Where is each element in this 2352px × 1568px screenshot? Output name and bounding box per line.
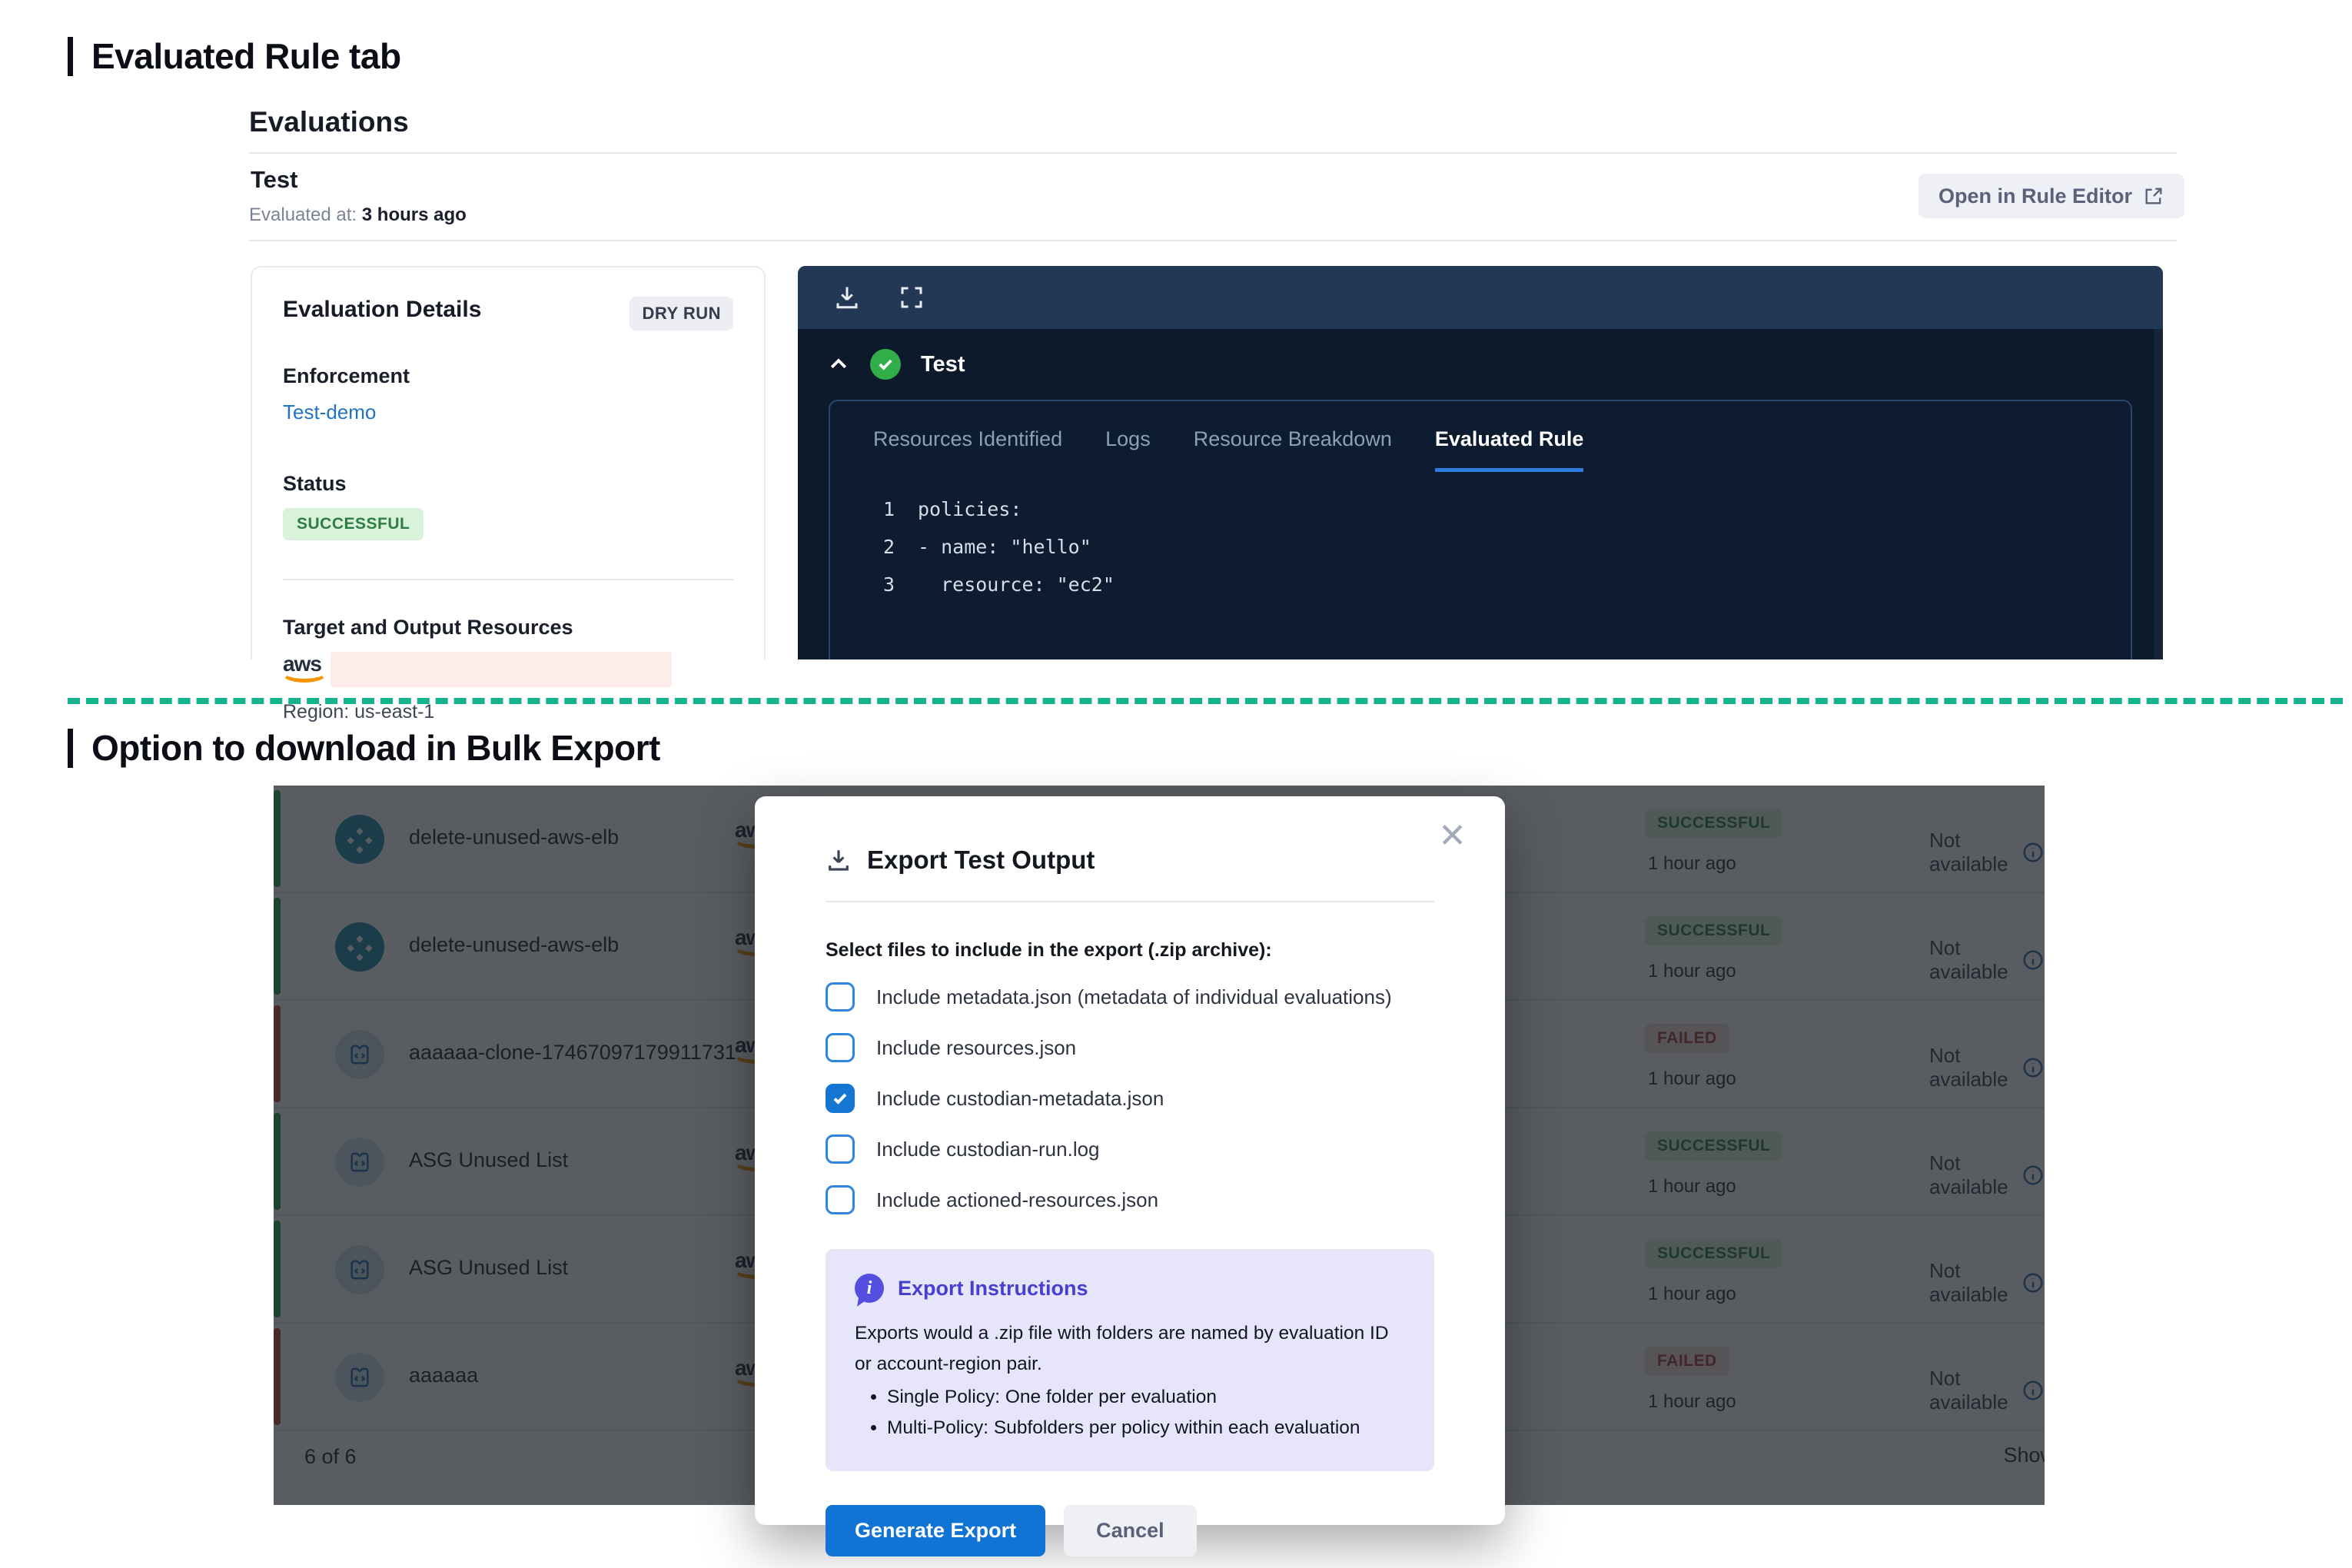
checkbox-label: Include custodian-run.log: [876, 1137, 1100, 1161]
fullscreen-icon[interactable]: [898, 284, 925, 311]
section-divider-dashed: [68, 698, 2343, 704]
divider: [826, 901, 1434, 902]
checkbox-include-metadata-json[interactable]: Include metadata.json (metadata of indiv…: [826, 982, 1434, 1012]
viewer-tabs-card: Resources Identified Logs Resource Break…: [829, 400, 2132, 659]
checkbox-label: Include custodian-metadata.json: [876, 1086, 1164, 1110]
select-files-label: Select files to include in the export (.…: [826, 939, 1272, 961]
checkbox[interactable]: [826, 1084, 855, 1113]
line-number: 3: [882, 573, 895, 596]
evaluation-viewer-panel: Test Resources Identified Logs Resource …: [798, 266, 2163, 659]
generate-export-button[interactable]: Generate Export: [826, 1504, 1046, 1556]
close-icon[interactable]: ✕: [1438, 817, 1467, 855]
download-icon[interactable]: [833, 284, 861, 311]
info-bubble-icon: i: [855, 1274, 884, 1303]
instructions-bullets: Single Policy: One folder per evaluation…: [855, 1382, 1405, 1443]
success-check-icon: [870, 349, 901, 380]
checkbox-label: Include actioned-resources.json: [876, 1188, 1159, 1211]
checkbox-include-custodian-metadata-json[interactable]: Include custodian-metadata.json: [826, 1083, 1434, 1114]
dry-run-badge: DRY RUN: [630, 297, 733, 331]
target-resources-label: Target and Output Resources: [283, 616, 573, 639]
viewer-toolbar: [798, 266, 2163, 329]
line-text: policies:: [918, 498, 1022, 520]
open-in-rule-editor-button[interactable]: Open in Rule Editor: [1918, 174, 2185, 218]
evaluated-at: Evaluated at: 3 hours ago: [249, 204, 467, 226]
enforcement-label: Enforcement: [283, 364, 410, 387]
line-number: 2: [882, 536, 895, 558]
open-in-rule-editor-label: Open in Rule Editor: [1938, 184, 2133, 208]
modal-title: Export Test Output: [867, 845, 1095, 874]
checkbox-include-custodian-run-log[interactable]: Include custodian-run.log: [826, 1134, 1434, 1164]
export-instructions-callout: i Export Instructions Exports would a .z…: [826, 1249, 1434, 1471]
code-line: 2 - name: "hello": [875, 528, 2131, 566]
export-test-output-modal: ✕ Export Test Output Select files to inc…: [755, 796, 1505, 1556]
details-card-title: Evaluation Details: [283, 297, 482, 322]
divider: [249, 152, 2177, 154]
code-line: 1 policies:: [875, 490, 2131, 528]
instructions-bullet: Multi-Policy: Subfolders per policy with…: [887, 1413, 1405, 1443]
checkbox-include-resources-json[interactable]: Include resources.json: [826, 1032, 1434, 1063]
checkbox[interactable]: [826, 982, 855, 1012]
evaluated-at-label: Evaluated at:: [249, 204, 357, 225]
checkbox[interactable]: [826, 1134, 855, 1164]
section-title-bulk-export: Option to download in Bulk Export: [68, 729, 660, 768]
divider: [249, 240, 2177, 241]
evaluation-name: Test: [251, 166, 298, 193]
redacted-resource-name: [330, 652, 672, 687]
viewer-tabs: Resources Identified Logs Resource Break…: [830, 401, 2131, 472]
tab-resources-identified[interactable]: Resources Identified: [873, 427, 1063, 450]
tab-logs[interactable]: Logs: [1105, 427, 1151, 450]
external-link-icon: [2145, 188, 2162, 204]
download-icon: [829, 850, 849, 871]
evaluations-header: Evaluations: [249, 106, 409, 138]
chevron-up-icon[interactable]: [827, 353, 850, 376]
instructions-title: Export Instructions: [898, 1276, 1088, 1300]
viewer-evaluation-title: Test: [921, 351, 965, 377]
instructions-body: Exports would a .zip file with folders a…: [855, 1323, 1389, 1374]
export-file-options: Include metadata.json (metadata of indiv…: [826, 982, 1434, 1215]
divider: [283, 579, 733, 580]
line-text: - name: "hello": [918, 536, 1091, 558]
code-editor[interactable]: 1 policies: 2 - name: "hello" 3 resource…: [830, 490, 2131, 603]
tab-resource-breakdown[interactable]: Resource Breakdown: [1193, 427, 1392, 450]
line-number: 1: [882, 498, 895, 520]
enforcement-link[interactable]: Test-demo: [283, 400, 377, 424]
region-text: Region: us-east-1: [283, 701, 435, 723]
checkbox-label: Include metadata.json (metadata of indiv…: [876, 985, 1392, 1008]
scrollbar[interactable]: [2154, 329, 2163, 659]
checkbox[interactable]: [826, 1033, 855, 1062]
checkbox[interactable]: [826, 1185, 855, 1214]
cancel-button[interactable]: Cancel: [1064, 1504, 1197, 1556]
checkbox-include-actioned-resources-json[interactable]: Include actioned-resources.json: [826, 1184, 1434, 1215]
status-label: Status: [283, 472, 347, 495]
code-line: 3 resource: "ec2": [875, 566, 2131, 603]
section-title-evaluated-rule: Evaluated Rule tab: [68, 37, 401, 76]
aws-logo: aws: [281, 653, 327, 683]
instructions-bullet: Single Policy: One folder per evaluation: [887, 1382, 1405, 1413]
evaluation-details-card: Evaluation Details DRY RUN Enforcement T…: [251, 266, 766, 723]
line-text: resource: "ec2": [918, 573, 1115, 596]
checkbox-label: Include resources.json: [876, 1035, 1077, 1059]
evaluated-at-value: 3 hours ago: [361, 204, 467, 225]
tab-evaluated-rule[interactable]: Evaluated Rule: [1434, 427, 1584, 472]
status-badge: SUCCESSFUL: [283, 508, 424, 540]
